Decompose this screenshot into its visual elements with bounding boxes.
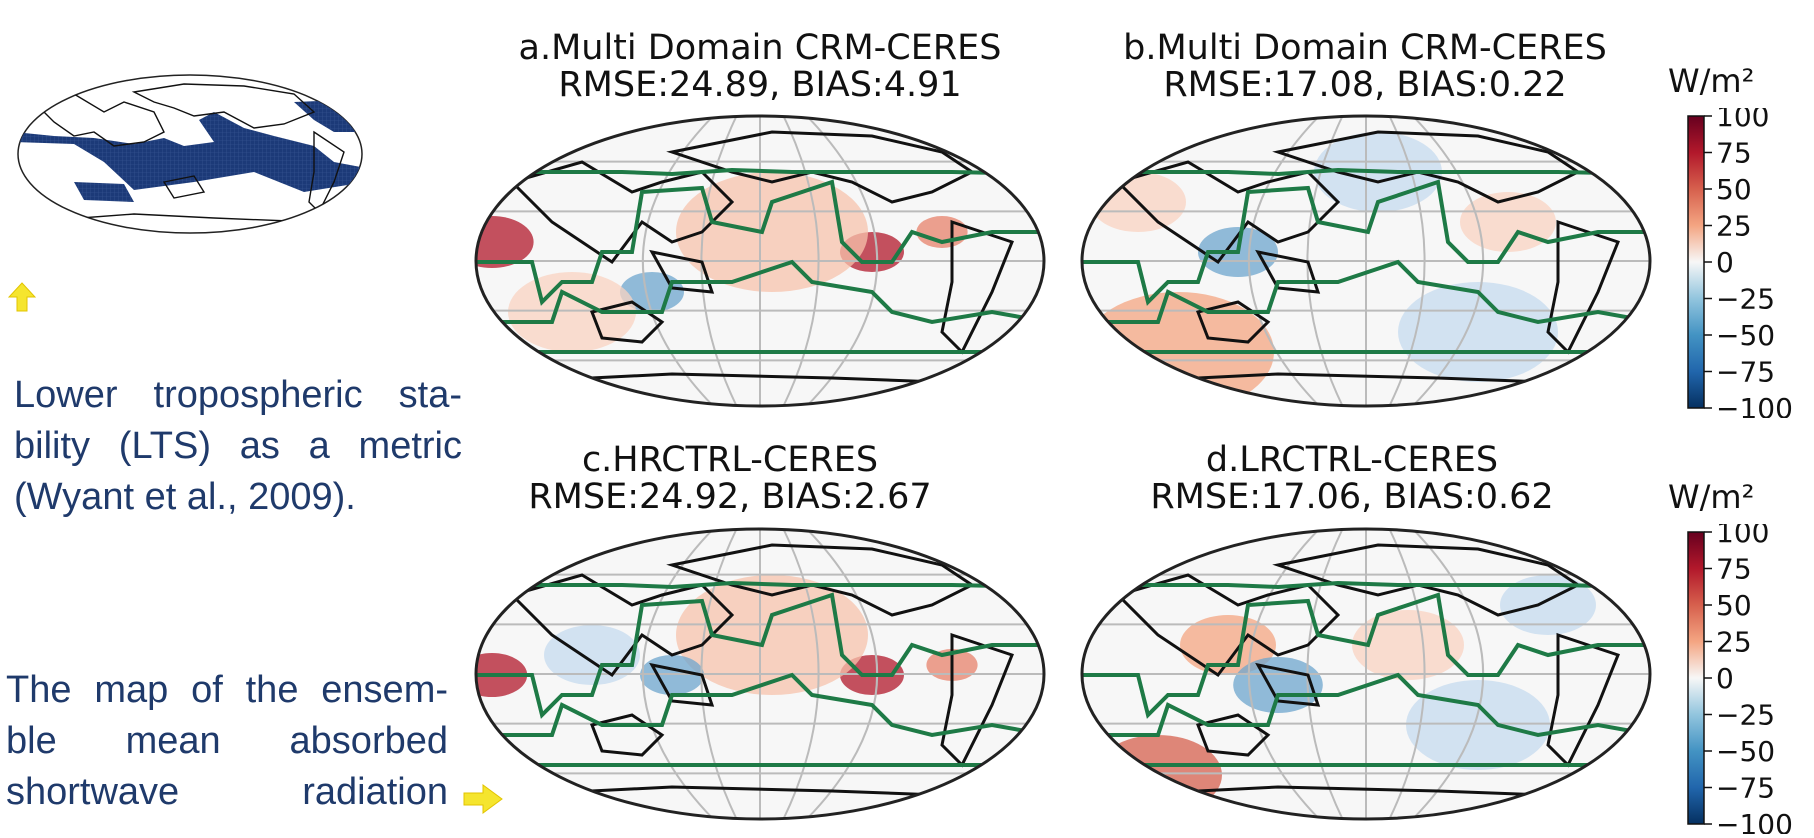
colorbar-tick-label: 50 — [1716, 589, 1752, 622]
colorbar-tick-label: 50 — [1716, 173, 1752, 206]
panel-c-title-line2: RMSE:24.92, BIAS:2.67 — [528, 477, 932, 517]
colorbar-tick-label: 75 — [1716, 553, 1752, 586]
coastline — [649, 662, 715, 707]
coastline — [509, 160, 735, 265]
graticule-meridian — [1388, 529, 1426, 819]
up-arrow-icon — [8, 282, 36, 312]
lts-contour — [1082, 580, 1650, 590]
ensemble-note-line-1: The map of the ensem- — [6, 669, 448, 711]
lts-contour — [1082, 179, 1650, 306]
colorbar-tick-label: 0 — [1716, 662, 1734, 695]
panel-c-title-line1: c.HRCTRL-CERES — [581, 440, 879, 480]
lts-contour — [1082, 672, 1650, 738]
lts-contour — [1082, 167, 1650, 177]
colorbar-bottom-unit: W/m² — [1668, 478, 1755, 516]
colorbar-tick-label: 100 — [1716, 524, 1769, 549]
coastline — [1272, 130, 1581, 204]
ensemble-note-line-3: shortwave radiation — [6, 771, 448, 813]
panel-a-title-line2: RMSE:24.89, BIAS:4.91 — [558, 65, 962, 105]
anomaly-patch — [1233, 657, 1323, 713]
colorbar-tick-label: 0 — [1716, 246, 1734, 279]
ensemble-note-line-2: ble mean absorbed — [6, 720, 448, 762]
lts-note: Lower tropospheric sta- bility (LTS) as … — [14, 370, 462, 523]
panel-a-map — [474, 114, 1046, 408]
map-border — [474, 527, 1046, 821]
colorbar-tick-label: 75 — [1716, 137, 1752, 170]
coastline — [1115, 573, 1341, 678]
anomaly-patch — [1398, 282, 1558, 382]
colorbar-tick-label: −50 — [1716, 319, 1775, 352]
coastline — [1272, 543, 1581, 617]
map-border — [474, 114, 1046, 408]
coastline — [509, 573, 735, 678]
coastline — [1195, 713, 1271, 757]
colorbar-gradient — [1687, 531, 1705, 825]
coastline — [649, 249, 715, 294]
lts-contour — [476, 672, 1044, 738]
colorbar-top-unit: W/m² — [1668, 62, 1755, 100]
graticule-meridian — [782, 529, 820, 819]
coastline — [1195, 300, 1271, 344]
colorbar-tick-label: −25 — [1716, 699, 1775, 732]
lts-note-line-2: bility (LTS) as a metric — [14, 425, 462, 467]
panel-b-title-line1: b.Multi Domain CRM-CERES — [1123, 28, 1607, 68]
colorbar-tick-label: −75 — [1716, 772, 1775, 805]
colorbar-tick-label: −100 — [1716, 808, 1793, 834]
right-arrow-icon — [463, 784, 503, 814]
panel-b-map — [1080, 114, 1652, 408]
coastline — [1255, 662, 1321, 707]
ensemble-note: The map of the ensem- ble mean absorbed … — [6, 665, 448, 818]
colorbar-tick-label: −75 — [1716, 356, 1775, 389]
lts-contour — [476, 580, 1044, 590]
panel-a-title: a.Multi Domain CRM-CERES RMSE:24.89, BIA… — [470, 30, 1050, 104]
anomaly-patch — [1094, 735, 1222, 815]
coastline — [1255, 249, 1321, 294]
lts-contour — [476, 592, 1044, 719]
panel-a-title-line1: a.Multi Domain CRM-CERES — [518, 28, 1002, 68]
anomaly-patch — [1500, 575, 1596, 635]
colorbar-tick-label: −100 — [1716, 392, 1793, 418]
lts-contour — [476, 259, 1044, 325]
coastline — [666, 130, 975, 204]
anomaly-patch — [1352, 610, 1464, 680]
map-border — [1080, 527, 1652, 821]
panel-d-title: d.LRCTRL-CERES RMSE:17.06, BIAS:0.62 — [1062, 442, 1642, 516]
colorbar-tick-label: −50 — [1716, 735, 1775, 768]
anomaly-patch — [1406, 680, 1550, 770]
lts-contour — [476, 179, 1044, 306]
colorbar-gradient — [1687, 115, 1705, 409]
panel-d-title-line1: d.LRCTRL-CERES — [1205, 440, 1499, 480]
map-border — [1080, 114, 1652, 408]
colorbar-tick-label: 25 — [1716, 626, 1752, 659]
lts-note-line-1: Lower tropospheric sta- — [14, 374, 462, 416]
anomaly-patch — [476, 216, 534, 268]
anomaly-patch — [1180, 615, 1276, 675]
coastline — [589, 713, 665, 757]
panel-c-title: c.HRCTRL-CERES RMSE:24.92, BIAS:2.67 — [440, 442, 1020, 516]
coastline — [1115, 160, 1341, 265]
lts-region-map — [17, 74, 363, 234]
colorbar-tick-label: 100 — [1716, 108, 1769, 133]
colorbar-tick-label: −25 — [1716, 283, 1775, 316]
coastline — [666, 543, 975, 617]
colorbar-tick-label: 25 — [1716, 210, 1752, 243]
panel-b-title: b.Multi Domain CRM-CERES RMSE:17.08, BIA… — [1075, 30, 1655, 104]
panel-b-title-line2: RMSE:17.08, BIAS:0.22 — [1163, 65, 1567, 105]
lts-contour — [1082, 592, 1650, 719]
lts-note-line-3: (Wyant et al., 2009). — [14, 476, 356, 518]
lts-contour — [476, 167, 1044, 177]
panel-d-map — [1080, 527, 1652, 821]
graticule-meridian — [782, 116, 820, 406]
panel-d-title-line2: RMSE:17.06, BIAS:0.62 — [1150, 477, 1554, 517]
lts-contour — [1082, 259, 1650, 325]
graticule-meridian — [1388, 116, 1426, 406]
panel-c-map — [474, 527, 1046, 821]
coastline — [589, 300, 665, 344]
